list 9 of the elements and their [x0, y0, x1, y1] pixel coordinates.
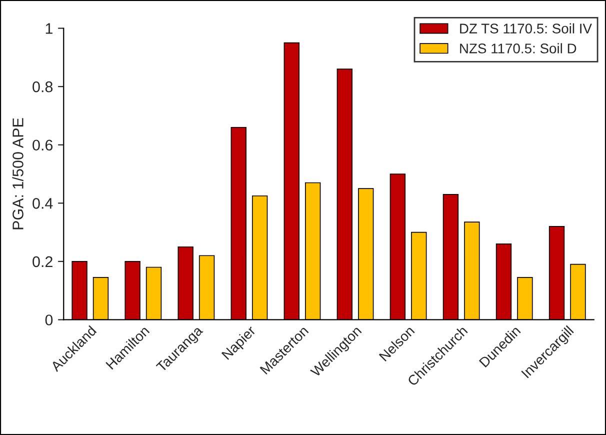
legend-label: NZS 1170.5: Soil D [460, 43, 576, 54]
y-axis-title: PGA: 1/500 APE [12, 118, 24, 230]
y-tick-label: 0.4 [32, 198, 53, 209]
y-tick-label: 1 [46, 23, 52, 34]
y-tick-label: 0.8 [32, 81, 53, 92]
y-tick-label: 0.6 [32, 140, 53, 151]
legend-label: DZ TS 1170.5: Soil IV [460, 23, 592, 34]
y-tick-label: 0 [45, 314, 53, 326]
y-tick-label: 0.2 [32, 256, 52, 268]
